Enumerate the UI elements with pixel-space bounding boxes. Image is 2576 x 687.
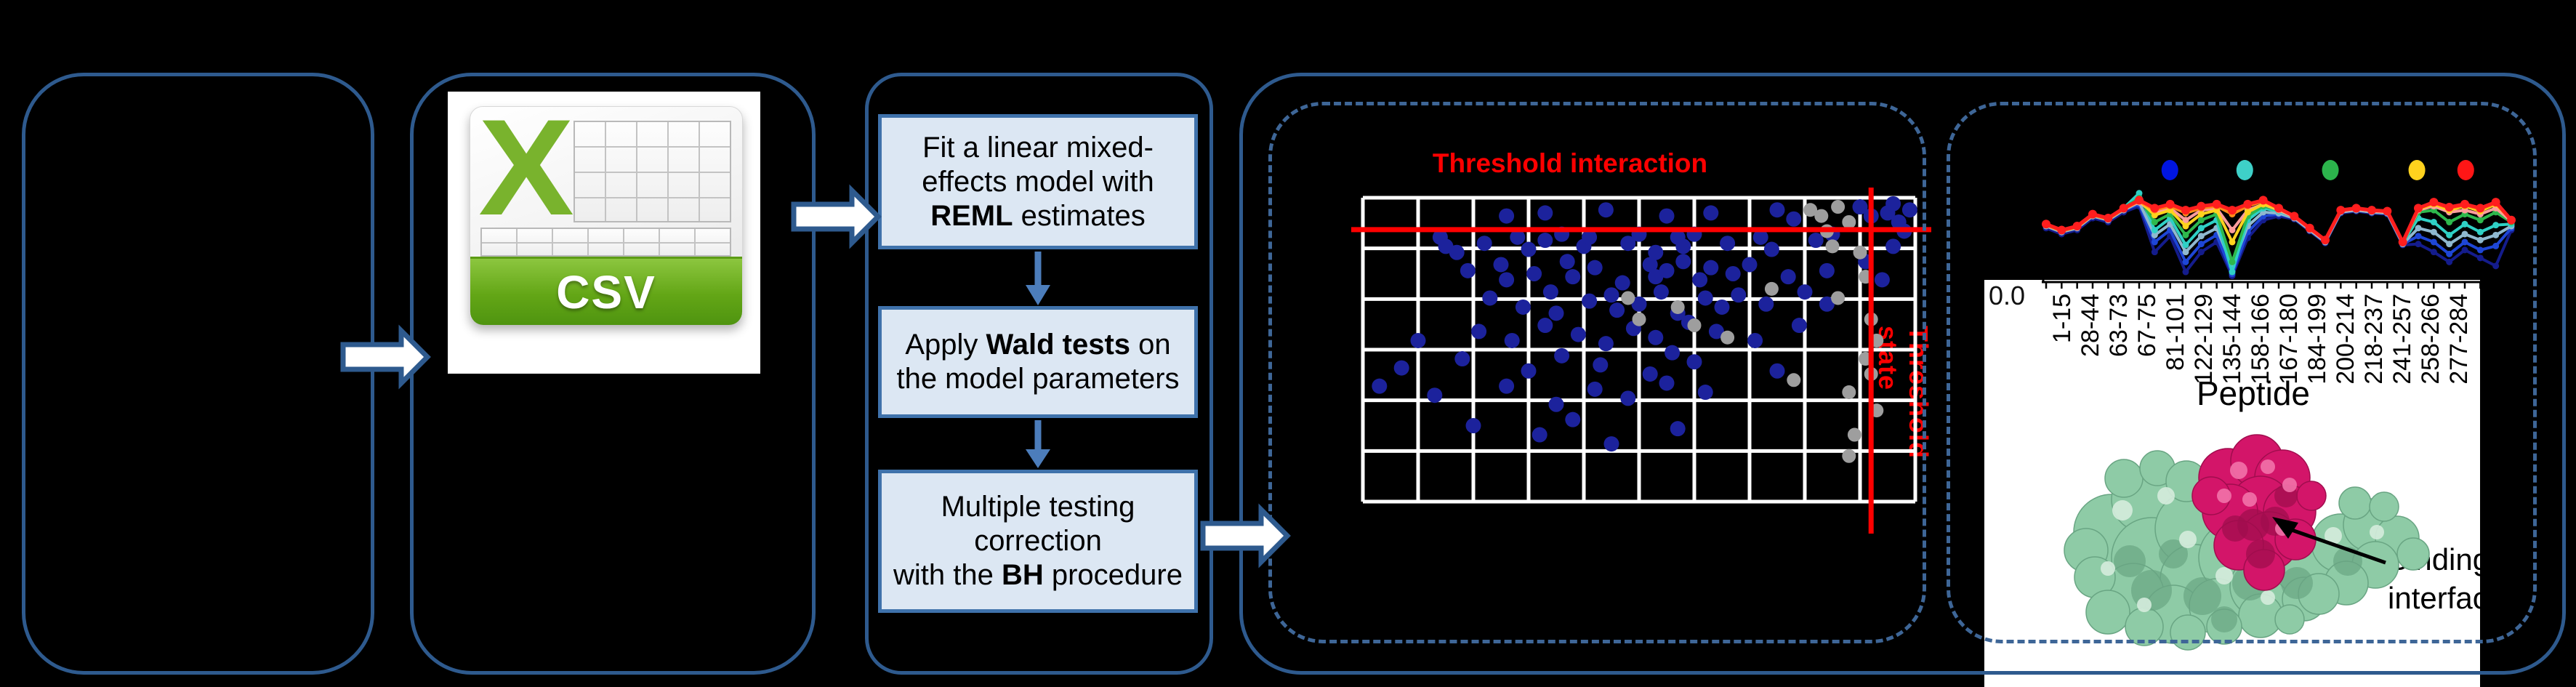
legend-dot-icon	[2322, 160, 2339, 180]
flow-arrow-icon	[791, 184, 882, 249]
peptide-tick-label: 135-144	[2218, 294, 2246, 385]
deuterium-profile-chart	[2042, 160, 2516, 289]
csv-file-icon: X CSV	[470, 91, 743, 325]
flow-step-fit-model: Fit a linear mixed-effects model with REM…	[878, 114, 1198, 249]
binding-arrow-icon	[2272, 517, 2386, 565]
step-down-arrow-icon	[1026, 420, 1050, 468]
flow-step-multiple-testing: Multiple testing correction with the BH pr…	[878, 470, 1198, 613]
peptide-tick-label: 63-73	[2105, 294, 2133, 357]
peptide-tick-label: 1-15	[2048, 294, 2076, 344]
peptide-axis-title: Peptide	[2196, 374, 2310, 412]
flow-step-wald-tests: Apply Wald tests on the model parameters	[878, 306, 1198, 418]
peptide-tick-label: 218-237	[2360, 294, 2388, 385]
peptide-tick-label: 200-214	[2332, 294, 2359, 385]
y-axis-tick-label: 0.0	[1989, 281, 2026, 310]
peptide-tick-label: 277-284	[2445, 294, 2473, 385]
spreadsheet-grid-icon	[573, 121, 731, 222]
peptide-tick-label: 184-199	[2303, 294, 2331, 385]
volcano-scatter-plot	[1351, 188, 1931, 534]
excel-x-glyph: X	[478, 91, 574, 244]
binding-interface-label: Binding interface	[2388, 542, 2505, 615]
peptide-tick-label: 28-44	[2077, 294, 2104, 357]
step-down-arrow-icon	[1026, 252, 1050, 305]
flow-arrow-icon	[1200, 503, 1291, 569]
legend-dot-icon	[2408, 160, 2426, 180]
peptide-tick-label: 158-166	[2247, 294, 2274, 385]
legend-dot-icon	[2236, 160, 2253, 180]
scatter-title: Threshold interaction	[1432, 148, 1708, 178]
peptide-tick-label: 258-266	[2417, 294, 2444, 385]
peptide-tick-label: 241-257	[2388, 294, 2416, 385]
legend-dot-icon	[2161, 160, 2178, 180]
peptide-tick-label: 122-129	[2190, 294, 2218, 385]
peptide-tick-label: 67-75	[2133, 294, 2161, 357]
flow-arrow-icon	[340, 324, 431, 390]
protein-structure-image	[2064, 434, 2430, 651]
panel-input	[22, 73, 374, 675]
spreadsheet-grid-band-icon	[480, 228, 731, 257]
csv-banner: CSV	[470, 257, 742, 325]
peptide-tick-label: 81-101	[2162, 294, 2189, 371]
legend-dot-icon	[2457, 160, 2474, 180]
csv-banner-label: CSV	[556, 265, 656, 318]
peptide-tick-label: 167-180	[2275, 294, 2303, 385]
